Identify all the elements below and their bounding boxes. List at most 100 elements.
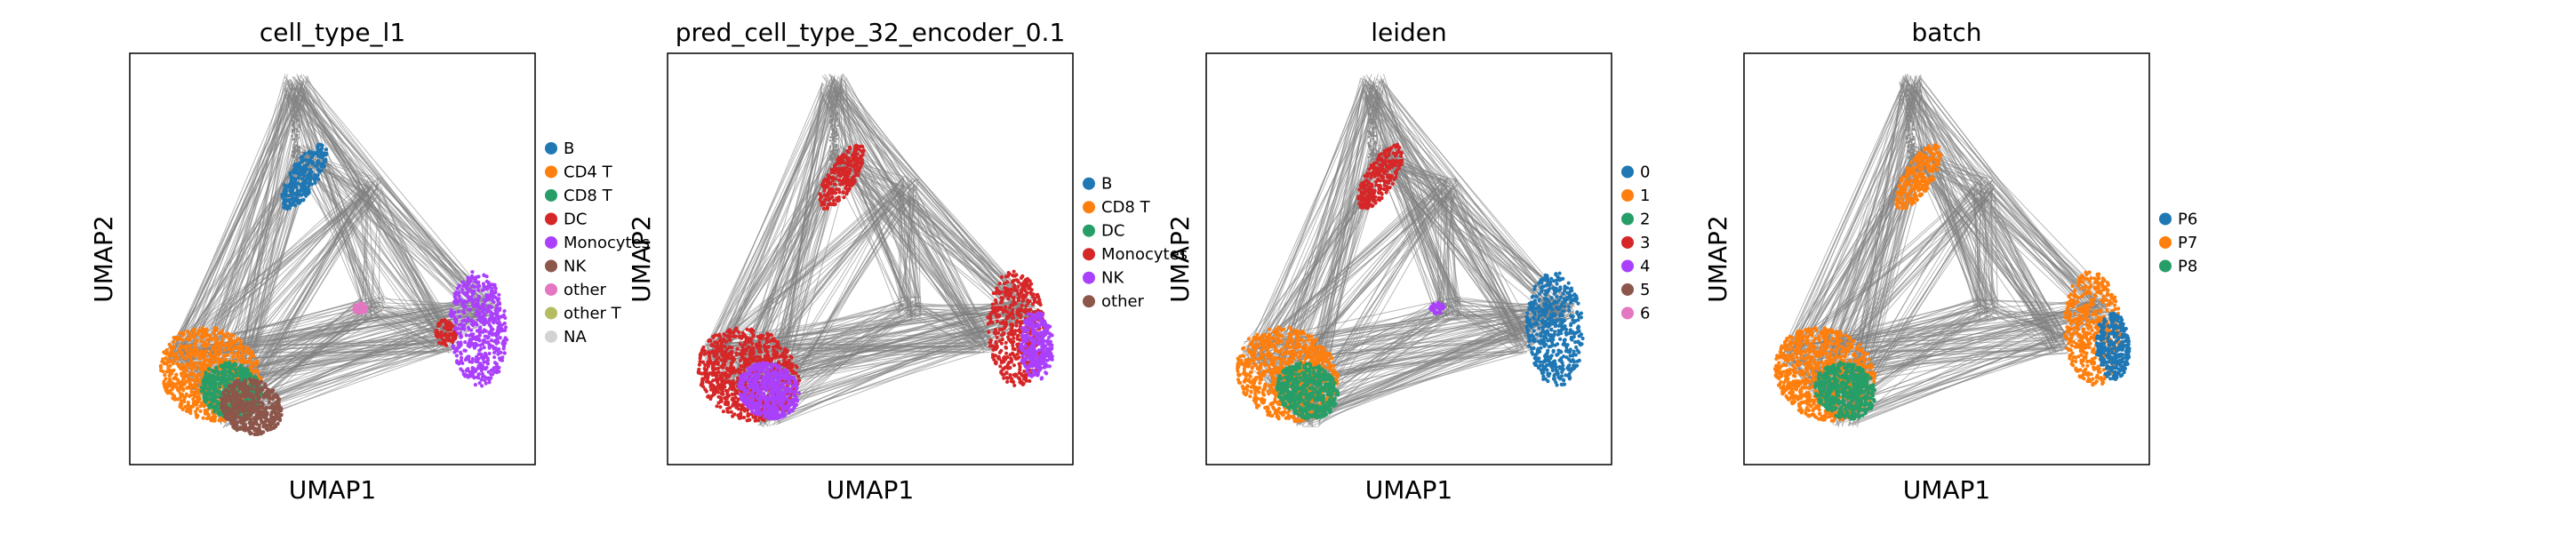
panel-2: pred_cell_type_32_encoder_0.1UMAP1UMAP2B… xyxy=(627,18,1188,505)
point xyxy=(830,108,834,111)
point xyxy=(1012,278,1016,282)
point xyxy=(1010,322,1014,327)
point xyxy=(190,368,195,372)
point xyxy=(831,142,834,146)
point xyxy=(293,179,298,184)
point xyxy=(496,352,500,356)
point xyxy=(298,148,301,152)
point xyxy=(988,340,992,345)
point xyxy=(1012,274,1016,278)
point xyxy=(997,356,1002,361)
legend-label: CD8 T xyxy=(564,187,613,205)
point xyxy=(310,160,315,164)
point xyxy=(834,85,836,88)
point xyxy=(267,400,271,404)
point xyxy=(323,159,327,163)
point xyxy=(836,199,840,203)
point xyxy=(994,300,998,306)
point xyxy=(449,314,453,319)
legend-marker xyxy=(545,235,557,249)
point xyxy=(235,338,239,342)
point xyxy=(238,340,243,345)
point xyxy=(292,98,295,100)
point xyxy=(175,397,180,402)
point xyxy=(500,342,505,346)
point xyxy=(213,340,218,345)
point xyxy=(255,417,260,421)
point xyxy=(478,366,483,370)
point xyxy=(830,94,833,97)
point xyxy=(273,393,277,398)
point xyxy=(987,330,991,334)
point xyxy=(846,187,851,192)
point xyxy=(194,390,198,394)
point xyxy=(202,334,206,338)
point xyxy=(203,408,207,413)
point xyxy=(454,354,459,358)
point xyxy=(835,119,837,123)
point xyxy=(296,91,300,94)
point xyxy=(1003,308,1008,313)
point xyxy=(273,423,277,427)
panel-title: pred_cell_type_32_encoder_0.1 xyxy=(676,18,1066,47)
point xyxy=(451,346,455,350)
point xyxy=(300,187,305,191)
point xyxy=(293,121,296,123)
point xyxy=(859,164,863,169)
point xyxy=(223,373,228,378)
point xyxy=(990,306,995,310)
edge xyxy=(457,315,494,338)
point xyxy=(441,338,445,342)
point xyxy=(1018,380,1022,385)
point xyxy=(476,343,480,347)
point xyxy=(244,423,248,427)
point xyxy=(257,426,261,431)
point xyxy=(231,346,236,351)
point xyxy=(293,149,296,152)
point xyxy=(468,341,473,346)
point xyxy=(833,152,836,155)
point xyxy=(252,419,258,424)
point xyxy=(457,294,461,298)
point xyxy=(468,279,473,283)
point xyxy=(166,390,171,394)
point xyxy=(1004,289,1010,294)
point xyxy=(293,127,296,130)
point xyxy=(464,369,469,373)
point xyxy=(292,143,295,146)
point xyxy=(994,290,998,294)
edge xyxy=(186,92,295,366)
point xyxy=(453,297,458,301)
edge xyxy=(292,94,477,316)
point xyxy=(171,362,175,366)
point xyxy=(292,93,294,97)
point xyxy=(1008,373,1012,378)
point xyxy=(459,322,463,327)
point xyxy=(468,307,473,312)
point xyxy=(858,144,862,148)
point xyxy=(213,394,218,398)
point xyxy=(492,355,497,360)
point xyxy=(212,332,217,338)
point xyxy=(316,177,321,181)
point xyxy=(220,337,225,341)
point xyxy=(301,197,306,202)
point xyxy=(249,379,253,385)
point xyxy=(169,346,173,350)
point xyxy=(992,345,996,349)
point xyxy=(200,386,204,390)
point xyxy=(486,370,491,374)
point xyxy=(206,367,212,371)
point xyxy=(234,399,238,403)
point xyxy=(496,325,500,330)
point xyxy=(180,386,184,390)
point xyxy=(296,156,299,159)
point xyxy=(255,359,260,363)
point xyxy=(481,282,486,286)
point xyxy=(282,205,286,210)
point xyxy=(250,351,254,355)
point xyxy=(459,298,463,302)
point xyxy=(469,360,475,364)
point xyxy=(834,137,836,140)
point xyxy=(819,195,823,199)
